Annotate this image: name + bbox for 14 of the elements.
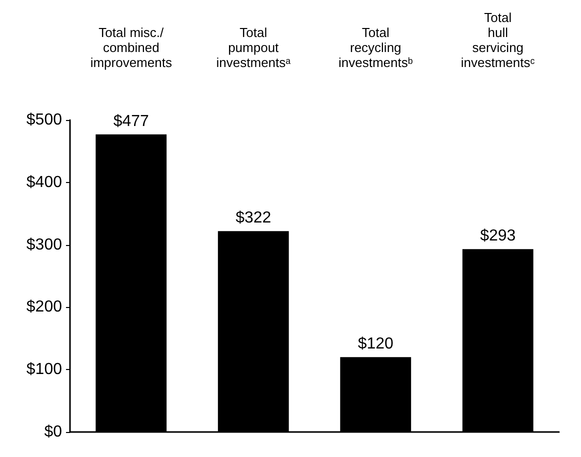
y-tick-label: $100 bbox=[26, 361, 62, 378]
x-tick-label: Total pumpout investmentsᵃ bbox=[216, 25, 291, 70]
y-tick-label: $0 bbox=[44, 424, 62, 440]
data-label: $477 bbox=[113, 112, 150, 130]
y-tick-label: $500 bbox=[26, 112, 62, 128]
y-tick-label: $400 bbox=[26, 174, 62, 191]
data-label: $120 bbox=[358, 336, 394, 353]
y-tick-label: $300 bbox=[26, 236, 62, 254]
data-label: $322 bbox=[236, 210, 272, 227]
x-tick-label: Total misc./ combined improvements bbox=[90, 25, 172, 70]
x-tick-label: Total recycling investmentsᵇ bbox=[338, 25, 413, 70]
y-tick-label: $200 bbox=[26, 298, 62, 316]
data-label: $293 bbox=[480, 228, 516, 245]
x-tick-label: Total hull servicing investmentsᶜ bbox=[460, 10, 536, 70]
